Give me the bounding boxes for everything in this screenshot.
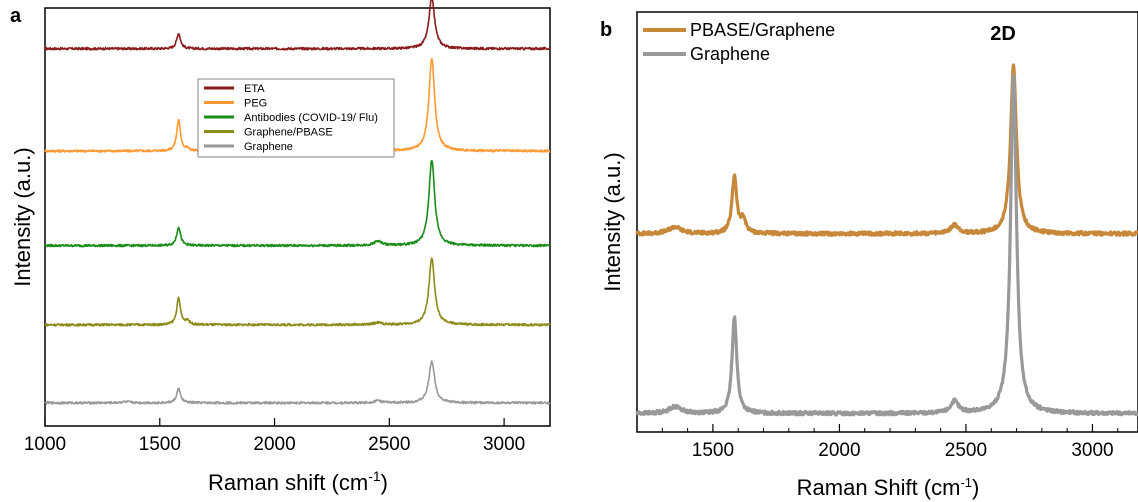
x-tick-label: 1500 [139,434,181,455]
panel-b-y-axis-title: Intensity (a.u.) [600,152,625,291]
series-line-graphene-pbase [44,257,551,327]
x-tick-label: 1000 [24,434,66,455]
panel-a-x-ticks: 1000 1500 2000 2500 3000 [24,418,525,455]
legend-entry: PBASE/Graphene [690,20,835,40]
series-line-pbase-graphene [635,63,1138,237]
x-tick-label: 2500 [368,434,410,455]
panel-b-x-ticks: 1500 2000 2500 3000 [636,424,1119,461]
x-tick-label: 2000 [818,440,860,461]
series-line-antibodies-covid-19-flu- [44,160,551,248]
panel-b-plot-frame [636,11,1138,433]
peak-label-2d: 2D [990,23,1016,45]
panel-b: b 1500 2000 2500 3000 Intensity (a.u.) Rama… [600,11,1138,500]
panel-b-letter: b [600,19,612,41]
x-tick-label: 1500 [692,440,734,461]
panel-a-legend: ETA PEG Antibodies (COVID-19/ Flu) Graphene… [197,78,395,158]
x-tick-label: 3000 [483,434,525,455]
legend-entry: Antibodies (COVID-19/ Flu) [244,112,378,124]
series-line-eta [44,0,551,51]
series-line-graphene [44,360,551,405]
legend-entry: Graphene/PBASE [244,127,333,139]
legend-entry: ETA [244,83,265,95]
legend-entry: PEG [244,98,267,110]
panel-a-letter: a [10,5,22,27]
legend-entry: Graphene [244,141,293,153]
x-tick-label: 2500 [945,440,987,461]
panel-a-series [44,0,551,405]
legend-entry: Graphene [690,44,770,64]
panel-b-x-axis-title: Raman Shift (cm-1) [797,475,980,500]
panel-a-x-axis-title: Raman shift (cm-1) [208,468,388,495]
x-tick-label: 2000 [253,434,295,455]
panel-a-plot-frame [44,7,551,427]
panel-a-legend-box [197,78,395,158]
panel-b-legend: PBASE/Graphene Graphene [643,20,835,64]
panel-b-series [635,63,1138,417]
x-tick-label: 3000 [1071,440,1113,461]
panel-a: a 1000 1500 2000 2500 3000 Intensity (a.u.) … [10,0,551,495]
series-line-graphene [635,73,1138,417]
panel-a-y-axis-title: Intensity (a.u.) [10,147,35,286]
